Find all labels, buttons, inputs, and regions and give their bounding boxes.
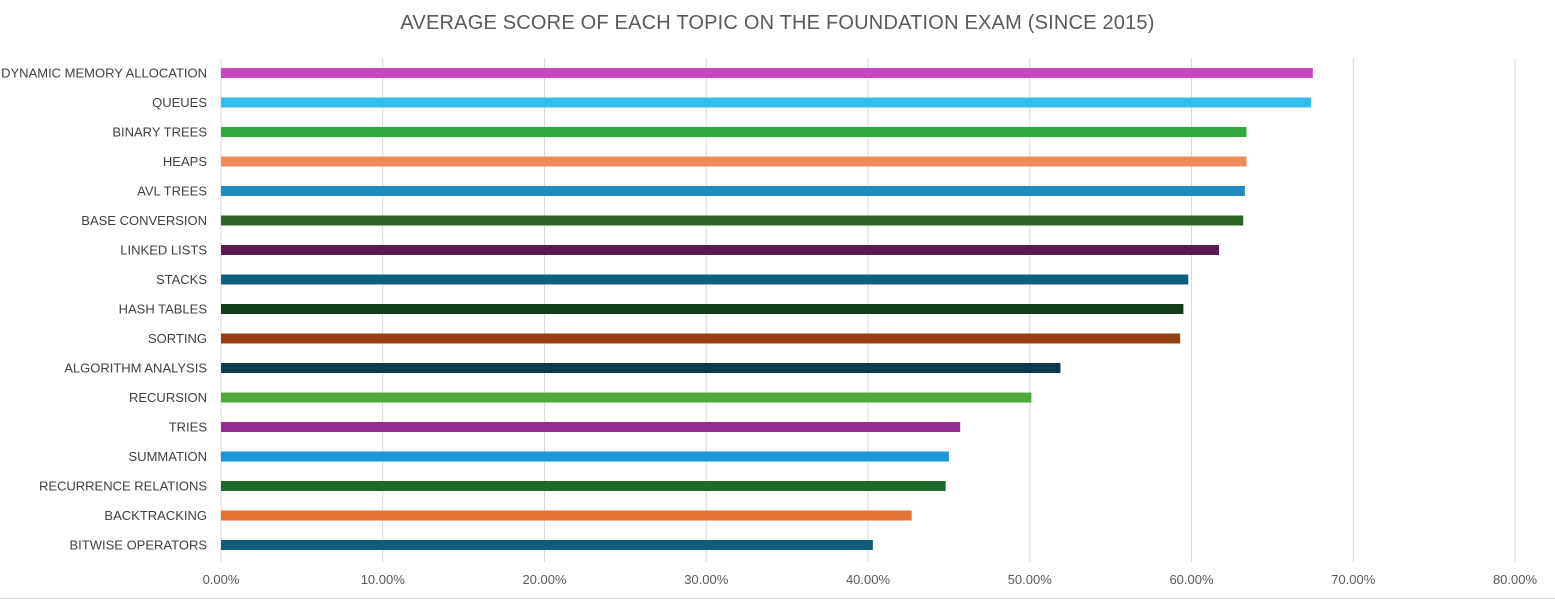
category-label: SUMMATION — [129, 449, 207, 464]
bar — [221, 245, 1219, 255]
category-label: BASE CONVERSION — [81, 213, 207, 228]
bar — [221, 451, 949, 462]
x-tick-label: 80.00% — [1493, 572, 1538, 587]
category-label: SORTING — [148, 331, 207, 346]
category-label: DYNAMIC MEMORY ALLOCATION — [1, 66, 207, 81]
x-tick-label: 30.00% — [684, 572, 729, 587]
bar — [221, 127, 1247, 137]
bar — [221, 392, 1032, 403]
category-label: HASH TABLES — [119, 302, 208, 317]
category-label: STACKS — [156, 272, 207, 287]
category-label: RECURRENCE RELATIONS — [39, 479, 207, 494]
category-label: AVL TREES — [137, 184, 207, 199]
bar — [221, 540, 873, 550]
bar — [221, 481, 946, 491]
bar — [221, 333, 1181, 344]
x-tick-label: 10.00% — [361, 572, 406, 587]
bar — [221, 274, 1189, 285]
category-label: TRIES — [169, 420, 208, 435]
bar — [221, 422, 961, 432]
category-label: BINARY TREES — [112, 125, 207, 140]
x-tick-label: 40.00% — [846, 572, 891, 587]
chart-title: AVERAGE SCORE OF EACH TOPIC ON THE FOUND… — [400, 12, 1155, 34]
bar — [221, 97, 1312, 108]
x-tick-label: 20.00% — [522, 572, 567, 587]
category-label: RECURSION — [129, 390, 207, 405]
category-label: BACKTRACKING — [104, 508, 207, 523]
bar — [221, 215, 1244, 226]
bar — [221, 304, 1184, 314]
x-tick-label: 0.00% — [203, 572, 240, 587]
category-label: LINKED LISTS — [120, 243, 207, 258]
category-label: QUEUES — [152, 95, 207, 110]
category-label: ALGORITHM ANALYSIS — [64, 361, 207, 376]
x-tick-label: 70.00% — [1331, 572, 1376, 587]
bar — [221, 68, 1313, 78]
bar — [221, 510, 912, 521]
x-tick-label: 60.00% — [1169, 572, 1214, 587]
x-tick-label: 50.00% — [1008, 572, 1053, 587]
bar — [221, 156, 1247, 167]
bar — [221, 363, 1061, 373]
bar — [221, 186, 1245, 196]
category-label: BITWISE OPERATORS — [70, 538, 208, 553]
category-label: HEAPS — [163, 154, 207, 169]
